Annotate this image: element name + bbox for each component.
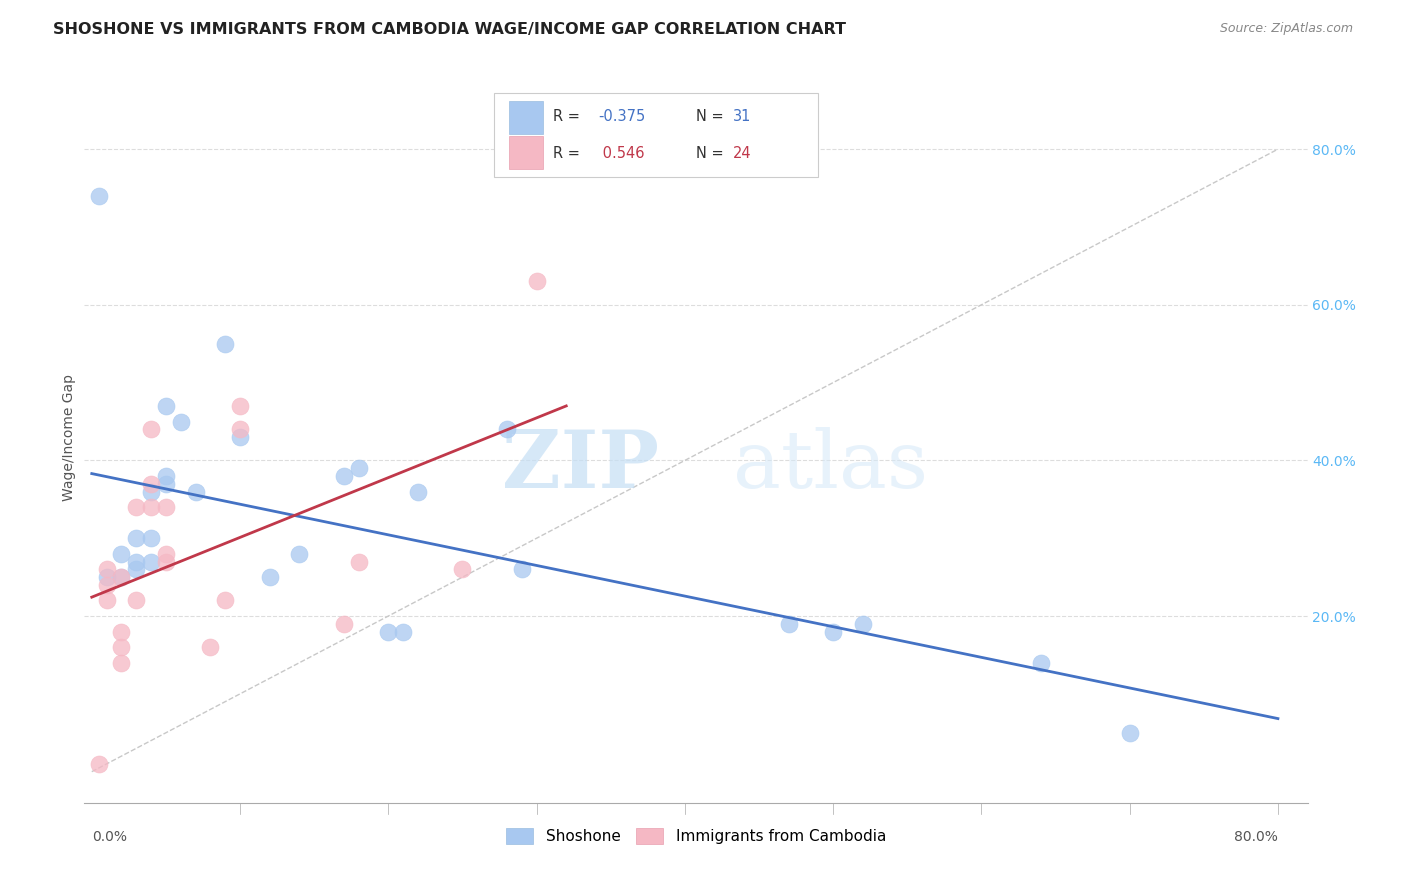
Bar — [509, 102, 543, 134]
Point — [139, 500, 162, 515]
Point — [155, 476, 177, 491]
Y-axis label: Wage/Income Gap: Wage/Income Gap — [62, 374, 76, 500]
Point — [110, 624, 132, 639]
Point — [155, 555, 177, 569]
Point — [1118, 725, 1140, 739]
Text: R =: R = — [553, 146, 579, 161]
Point — [406, 484, 429, 499]
Point — [288, 547, 311, 561]
Text: 0.546: 0.546 — [598, 146, 644, 161]
Point — [125, 593, 148, 607]
Bar — [509, 136, 543, 169]
Point — [155, 399, 177, 413]
Text: 0.0%: 0.0% — [91, 830, 127, 844]
Point — [89, 756, 111, 771]
Point — [214, 593, 236, 607]
Point — [110, 547, 132, 561]
Point — [214, 336, 236, 351]
Point — [333, 469, 356, 483]
Point — [125, 500, 148, 515]
Point — [96, 593, 118, 607]
Point — [96, 570, 118, 584]
Point — [96, 578, 118, 592]
Point — [139, 484, 162, 499]
Point — [259, 570, 281, 584]
Point — [110, 640, 132, 655]
Point — [155, 500, 177, 515]
Text: Source: ZipAtlas.com: Source: ZipAtlas.com — [1219, 22, 1353, 36]
Point — [96, 562, 118, 576]
Point — [139, 422, 162, 436]
Point — [155, 469, 177, 483]
Point — [125, 562, 148, 576]
Point — [347, 461, 370, 475]
Text: ZIP: ZIP — [502, 427, 659, 506]
Point — [377, 624, 399, 639]
Point — [125, 531, 148, 545]
Point — [823, 624, 845, 639]
Text: SHOSHONE VS IMMIGRANTS FROM CAMBODIA WAGE/INCOME GAP CORRELATION CHART: SHOSHONE VS IMMIGRANTS FROM CAMBODIA WAG… — [53, 22, 846, 37]
Text: 80.0%: 80.0% — [1234, 830, 1278, 844]
Point — [200, 640, 222, 655]
Text: -0.375: -0.375 — [598, 109, 645, 124]
Text: 31: 31 — [733, 109, 751, 124]
Point — [139, 531, 162, 545]
Point — [170, 415, 193, 429]
Point — [778, 616, 800, 631]
Text: N =: N = — [696, 146, 724, 161]
Point — [347, 555, 370, 569]
Text: R =: R = — [553, 109, 579, 124]
Text: 24: 24 — [733, 146, 751, 161]
Point — [139, 555, 162, 569]
Point — [333, 616, 356, 631]
Point — [229, 422, 252, 436]
Point — [496, 422, 519, 436]
Point — [852, 616, 875, 631]
Point — [451, 562, 474, 576]
Point — [184, 484, 207, 499]
Point — [229, 399, 252, 413]
Legend: Shoshone, Immigrants from Cambodia: Shoshone, Immigrants from Cambodia — [501, 822, 891, 850]
Point — [155, 547, 177, 561]
Point — [139, 476, 162, 491]
Point — [125, 555, 148, 569]
Point — [110, 570, 132, 584]
Point — [110, 656, 132, 670]
Point — [89, 189, 111, 203]
Point — [110, 570, 132, 584]
Text: N =: N = — [696, 109, 724, 124]
Point — [1029, 656, 1052, 670]
Point — [526, 275, 548, 289]
FancyBboxPatch shape — [494, 94, 818, 178]
Point — [510, 562, 533, 576]
Point — [392, 624, 415, 639]
Point — [229, 430, 252, 444]
Text: atlas: atlas — [733, 427, 928, 506]
